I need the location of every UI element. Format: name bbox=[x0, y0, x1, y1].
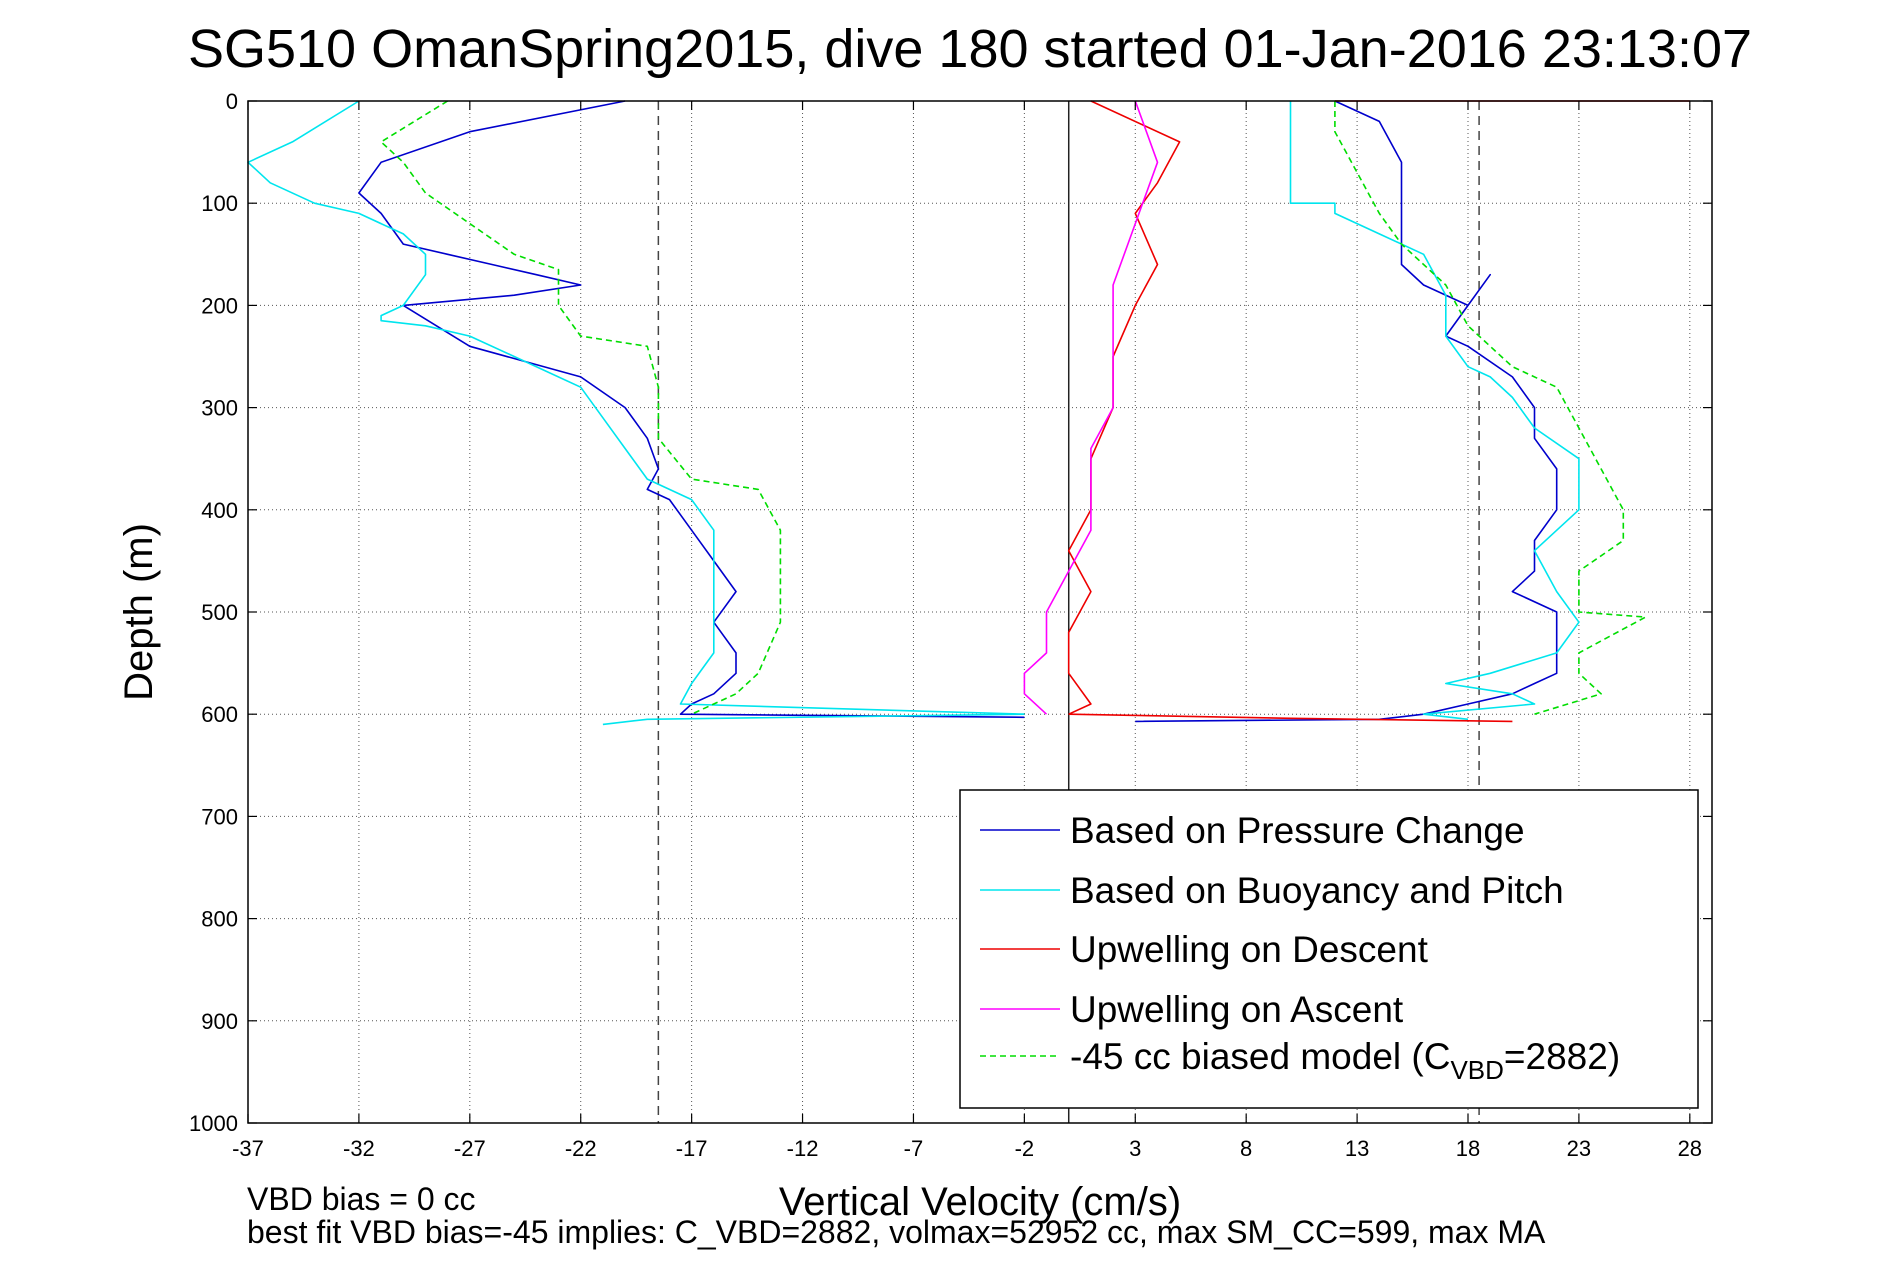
series-based-on-pressure-change-line bbox=[1135, 100, 1558, 723]
x-tick-label: 13 bbox=[1345, 1136, 1369, 1161]
legend-label: Upwelling on Descent bbox=[1070, 929, 1429, 970]
series-45-cc-biased-model-c-vbd-2882-line bbox=[1334, 101, 1647, 715]
y-tick-label: 700 bbox=[201, 804, 238, 829]
y-tick-label: 600 bbox=[201, 702, 238, 727]
x-tick-label: -17 bbox=[676, 1136, 708, 1161]
x-tick-label: 3 bbox=[1129, 1136, 1141, 1161]
x-tick-label: 28 bbox=[1678, 1136, 1702, 1161]
legend-label-part: -45 cc biased model (C bbox=[1070, 1036, 1450, 1077]
series-upwelling-on-descent-line bbox=[1068, 713, 1513, 723]
series-upwelling-on-descent-line bbox=[1067, 100, 1181, 715]
series-45-cc-biased-model-c-vbd-2882 bbox=[380, 100, 1647, 715]
vbd-bias-note: VBD bias = 0 cc bbox=[247, 1181, 476, 1217]
series-based-on-buoyancy-and-pitch-line bbox=[247, 100, 1025, 715]
x-tick-label: 23 bbox=[1567, 1136, 1591, 1161]
data-series bbox=[247, 100, 1690, 726]
x-tick-label: 8 bbox=[1240, 1136, 1252, 1161]
series-based-on-pressure-change-line bbox=[358, 100, 1025, 719]
x-tick-label: -2 bbox=[1015, 1136, 1035, 1161]
y-tick-label: 900 bbox=[201, 1009, 238, 1034]
x-tick-label: -27 bbox=[454, 1136, 486, 1161]
series-upwelling-on-ascent-line bbox=[1023, 100, 1159, 715]
y-tick-label: 0 bbox=[226, 89, 238, 114]
legend: Based on Pressure Change Based on Buoyanc… bbox=[959, 789, 1699, 1109]
y-tick-label: 1000 bbox=[189, 1111, 238, 1136]
legend-label: -45 cc biased model (CVBD=2882) bbox=[1070, 1036, 1620, 1085]
legend-label: Based on Pressure Change bbox=[1070, 810, 1525, 851]
y-tick-label: 100 bbox=[201, 191, 238, 216]
legend-label: Upwelling on Ascent bbox=[1070, 989, 1404, 1030]
y-tick-label: 400 bbox=[201, 498, 238, 523]
y-tick-label: 300 bbox=[201, 396, 238, 421]
chart-title: SG510 OmanSpring2015, dive 180 started 0… bbox=[188, 19, 1752, 79]
series-based-on-pressure-change bbox=[358, 100, 1558, 723]
legend-label-subscript: VBD bbox=[1450, 1055, 1503, 1085]
x-tick-label: 18 bbox=[1456, 1136, 1480, 1161]
best-fit-note: best fit VBD bias=-45 implies: C_VBD=288… bbox=[247, 1214, 1546, 1250]
x-axis-ticks: -37 -32 -27 -22 -17 -12 -7 -2 3 8 13 18 23 28 bbox=[232, 101, 1702, 1161]
series-45-cc-biased-model-c-vbd-2882-line bbox=[380, 100, 782, 715]
x-tick-label: -32 bbox=[343, 1136, 375, 1161]
legend-label: Based on Buoyancy and Pitch bbox=[1070, 870, 1564, 911]
y-tick-label: 200 bbox=[201, 293, 238, 318]
y-tick-label: 800 bbox=[201, 907, 238, 932]
series-based-on-buoyancy-and-pitch-line bbox=[602, 713, 1025, 726]
y-axis-title: Depth (m) bbox=[117, 523, 161, 701]
series-upwelling-on-descent bbox=[1067, 100, 1690, 723]
series-upwelling-on-ascent bbox=[1023, 100, 1159, 715]
x-axis-title: Vertical Velocity (cm/s) bbox=[779, 1180, 1181, 1224]
series-based-on-buoyancy-and-pitch bbox=[247, 100, 1580, 726]
x-tick-label: -12 bbox=[787, 1136, 819, 1161]
y-axis-ticks: 0 100 200 300 400 500 600 700 800 900 1000 bbox=[189, 89, 1712, 1136]
x-tick-label: -7 bbox=[904, 1136, 924, 1161]
legend-box bbox=[959, 789, 1699, 1109]
series-based-on-buoyancy-and-pitch-line bbox=[1289, 101, 1580, 721]
x-tick-label: -22 bbox=[565, 1136, 597, 1161]
legend-label-part: =2882) bbox=[1504, 1036, 1620, 1077]
x-tick-label: -37 bbox=[232, 1136, 264, 1161]
y-tick-label: 500 bbox=[201, 600, 238, 625]
